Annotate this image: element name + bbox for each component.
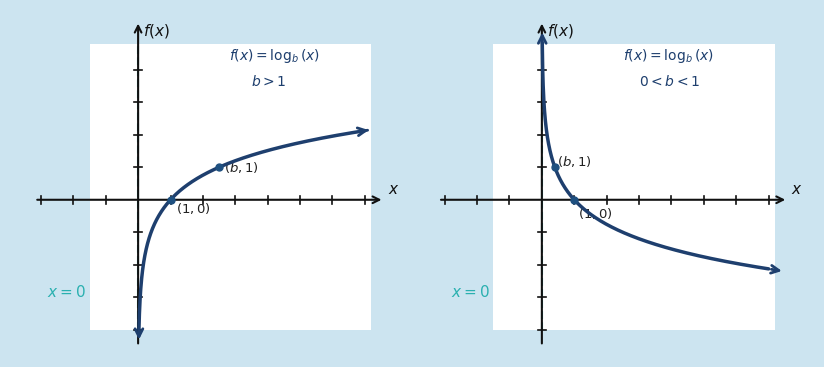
- FancyBboxPatch shape: [90, 44, 372, 330]
- Text: $f(x)$: $f(x)$: [547, 22, 574, 40]
- Text: $f(x) = \mathrm{log}_b\,(x)$: $f(x) = \mathrm{log}_b\,(x)$: [229, 47, 320, 65]
- Text: $f(x)$: $f(x)$: [143, 22, 170, 40]
- Text: $(b, 1)$: $(b, 1)$: [224, 160, 259, 175]
- Text: $(1, 0)$: $(1, 0)$: [578, 206, 613, 221]
- Text: $f(x) = \mathrm{log}_b\,(x)$: $f(x) = \mathrm{log}_b\,(x)$: [623, 47, 714, 65]
- Text: $x = 0$: $x = 0$: [452, 284, 490, 301]
- Text: $x$: $x$: [387, 182, 399, 196]
- Text: $x = 0$: $x = 0$: [48, 284, 87, 301]
- Text: $0 < b < 1$: $0 < b < 1$: [639, 74, 700, 89]
- Text: $(1, 0)$: $(1, 0)$: [176, 201, 211, 217]
- Text: $x$: $x$: [791, 182, 803, 196]
- Text: $b > 1$: $b > 1$: [251, 74, 287, 89]
- FancyBboxPatch shape: [494, 44, 775, 330]
- Text: $(b, 1)$: $(b, 1)$: [557, 154, 592, 168]
